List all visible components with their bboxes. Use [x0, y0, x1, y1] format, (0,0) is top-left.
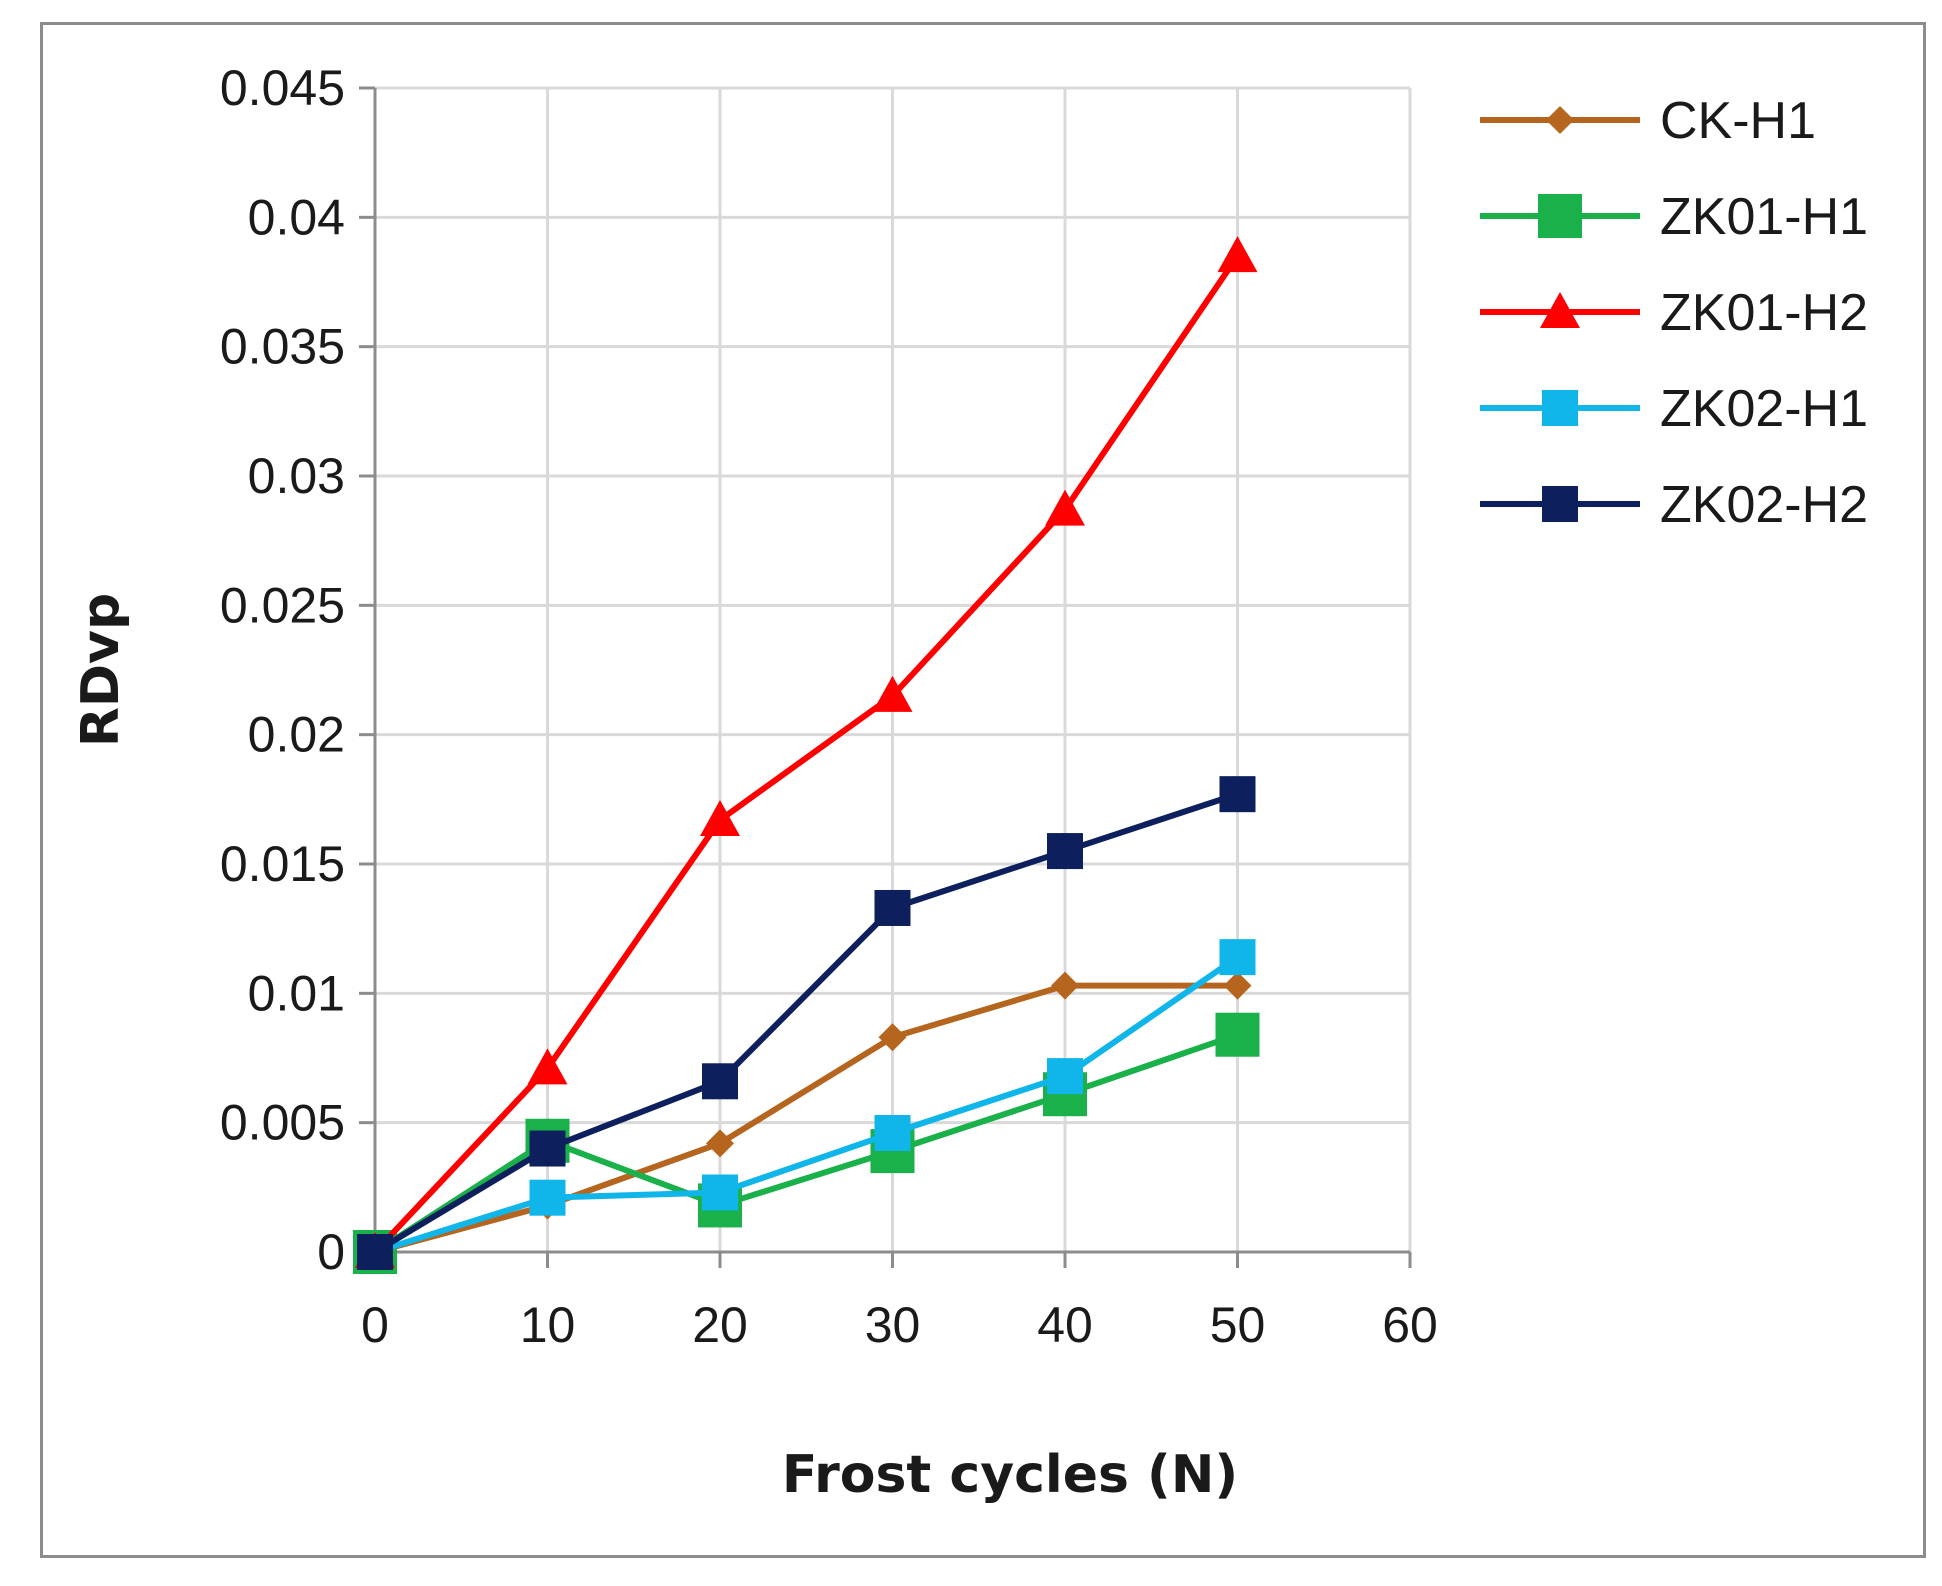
data-point	[527, 1048, 568, 1085]
y-tick-label: 0.03	[248, 448, 345, 504]
legend-label: ZK02-H1	[1660, 380, 1868, 438]
data-point	[872, 675, 913, 712]
legend-label: ZK01-H1	[1660, 188, 1868, 246]
data-point	[529, 1179, 566, 1216]
y-tick-label: 0.02	[248, 707, 345, 763]
data-point	[874, 1115, 911, 1152]
data-point	[1219, 939, 1256, 976]
series-ck-h1	[361, 971, 1252, 1266]
data-point	[1047, 1058, 1083, 1095]
y-tick-label: 0.04	[248, 189, 345, 245]
series-zk01-h1	[353, 1012, 1260, 1274]
y-tick-label: 0.025	[220, 577, 345, 633]
data-point	[702, 1063, 738, 1100]
y-tick-label: 0.045	[220, 60, 345, 116]
data-point	[1051, 971, 1079, 1000]
series-line	[374, 954, 1240, 1255]
legend: CK-H1 ZK01-H1 ZK01-H2 ZK02-H1 ZK02-H2	[1480, 92, 1868, 534]
y-tick-label: 0.015	[220, 836, 345, 892]
legend-item: CK-H1	[1480, 92, 1816, 150]
legend-item: ZK02-H2	[1480, 476, 1868, 534]
x-tick-label: 30	[865, 1297, 921, 1353]
y-tick-label: 0.035	[220, 319, 345, 375]
legend-item: ZK01-H2	[1480, 284, 1868, 342]
series-line	[374, 982, 1238, 1255]
legend-marker	[1546, 106, 1574, 134]
series-line	[373, 1031, 1239, 1255]
series-line	[372, 254, 1240, 1255]
chart-frame	[40, 22, 1926, 1558]
series-zk02-h2	[357, 776, 1256, 1270]
y-tick-label: 0	[317, 1224, 345, 1280]
series-layer	[353, 236, 1260, 1274]
data-point	[1217, 236, 1258, 273]
x-tick-label: 60	[1382, 1297, 1438, 1353]
x-axis-title: Frost cycles (N)	[782, 1445, 1238, 1505]
legend-label: ZK01-H2	[1660, 284, 1868, 342]
data-point	[878, 1023, 907, 1052]
legend-marker	[1542, 486, 1578, 522]
data-point	[357, 1234, 393, 1270]
y-tick-label: 0.005	[220, 1095, 345, 1151]
legend-marker	[1538, 194, 1582, 238]
data-point	[1215, 1012, 1260, 1057]
data-point	[702, 1174, 738, 1211]
legend-label: CK-H1	[1660, 92, 1816, 150]
series-zk01-h2	[355, 236, 1258, 1268]
series-line	[373, 791, 1239, 1255]
x-tick-label: 10	[520, 1297, 576, 1353]
legend-label: ZK02-H2	[1660, 476, 1868, 534]
x-tick-label: 0	[361, 1297, 389, 1353]
legend-item: ZK01-H1	[1480, 188, 1868, 246]
data-point	[529, 1130, 566, 1167]
axis-layer: 0 0.005 0.01 0.015 0.02 0.025 0.03 0.035 0.04 0.0…	[220, 60, 1438, 1353]
data-point	[874, 889, 911, 926]
x-tick-label: 40	[1037, 1297, 1093, 1353]
data-point	[700, 800, 740, 837]
data-point	[1219, 776, 1256, 813]
data-point	[1047, 833, 1083, 870]
data-point	[1223, 971, 1252, 1000]
data-point	[706, 1129, 734, 1158]
y-tick-label: 0.01	[248, 965, 345, 1021]
label-layer: RDvp Frost cycles (N)	[71, 593, 1238, 1505]
y-axis-title: RDvp	[71, 593, 131, 747]
data-point	[1045, 489, 1085, 526]
legend-item: ZK02-H1	[1480, 380, 1868, 438]
legend-marker	[1540, 292, 1580, 328]
legend-marker	[1542, 390, 1578, 426]
grid-layer	[375, 86, 1412, 1252]
x-tick-label: 20	[692, 1297, 748, 1353]
x-tick-label: 50	[1210, 1297, 1266, 1353]
